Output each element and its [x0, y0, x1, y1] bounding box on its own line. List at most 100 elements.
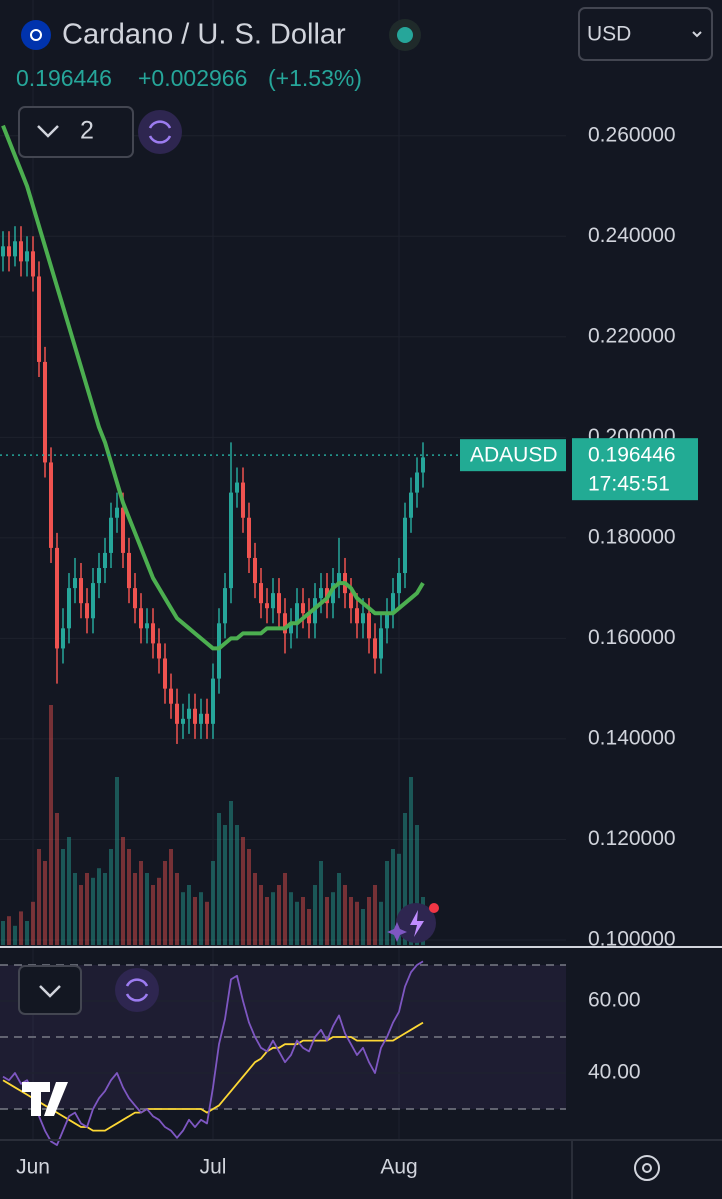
candle-body: [409, 492, 413, 518]
volume-bar: [367, 897, 371, 945]
candle-body: [235, 482, 239, 493]
candle-body: [127, 552, 131, 589]
candle-body: [379, 628, 383, 659]
rsi-tick-label: 60.00: [588, 989, 641, 1012]
coin-icon: [21, 20, 51, 50]
candle-body: [55, 547, 59, 649]
volume-bar: [409, 777, 413, 945]
volume-bar: [325, 897, 329, 945]
candle-body: [37, 276, 41, 362]
overlay: ADAUSD 0.196446 17:45:51: [0, 438, 698, 501]
settings-button[interactable]: [634, 1155, 660, 1181]
volume-bar: [73, 873, 77, 945]
assistant-badge: [429, 903, 439, 913]
candle-body: [301, 603, 305, 614]
candle-body: [97, 568, 101, 584]
candle-body: [151, 623, 155, 644]
volume-bar: [277, 885, 281, 945]
volume-bar: [121, 837, 125, 945]
volume-bar: [133, 873, 137, 945]
moving-average-line: [1, 124, 425, 651]
volume-bar: [31, 901, 35, 945]
volume-bar: [265, 897, 269, 945]
grid: [0, 0, 566, 1140]
candle-body: [187, 708, 191, 719]
candle-body: [49, 462, 53, 548]
candle-body: [349, 593, 353, 609]
rsi-ma-line: [2, 1021, 424, 1132]
volume-bar: [55, 813, 59, 945]
candle-body: [373, 638, 377, 659]
candle-body: [103, 552, 107, 569]
candle-body: [391, 593, 395, 614]
volume-bar: [229, 801, 233, 945]
candle-body: [307, 613, 311, 624]
volume-bar: [25, 921, 29, 945]
volume-bar: [301, 897, 305, 945]
rsi-toggle[interactable]: [18, 965, 82, 1015]
volume-bar: [283, 873, 287, 945]
volume-bar: [373, 885, 377, 945]
tv-logo: [22, 1082, 68, 1116]
candle-body: [259, 583, 263, 604]
volume-bar: [349, 897, 353, 945]
candle-body: [331, 583, 335, 604]
candle-body: [67, 588, 71, 629]
volume-bar: [313, 885, 317, 945]
x-tick-label: Jun: [16, 1156, 50, 1179]
price-tag-countdown: 17:45:51: [588, 473, 670, 496]
refresh-icon: [148, 120, 172, 144]
volume-bar: [157, 877, 161, 945]
rsi-refresh-icon: [125, 978, 149, 1002]
volume-bar: [337, 873, 341, 945]
volume-bar: [109, 849, 113, 945]
rsi-chevron: [39, 985, 61, 998]
volume-bar: [307, 909, 311, 945]
volume-bar: [103, 873, 107, 945]
volume-bar: [169, 849, 173, 945]
candle-body: [73, 578, 77, 589]
y-tick-label: 0.140000: [588, 726, 676, 749]
y-tick-label: 0.240000: [588, 224, 676, 247]
candle-body: [7, 246, 11, 257]
candle-body: [169, 688, 173, 704]
refresh-button[interactable]: [138, 110, 182, 154]
candle-body: [193, 708, 197, 724]
currency-label: USD: [587, 23, 631, 46]
price-tag-value: 0.196446: [588, 444, 676, 467]
candle-body: [13, 241, 17, 257]
candle-body: [415, 472, 419, 493]
volume-bar: [151, 885, 155, 945]
volume-bar: [235, 825, 239, 945]
y-tick-label: 0.180000: [588, 525, 676, 548]
volume-bar: [415, 825, 419, 945]
coin-icon-mark: [30, 29, 42, 41]
volume-bar: [223, 825, 227, 945]
volume-bar: [241, 837, 245, 945]
price-tag: [572, 438, 698, 501]
sparkle-icon: [387, 922, 407, 942]
rsi-refresh-button[interactable]: [115, 968, 159, 1012]
volume-bar: [19, 911, 23, 945]
volume-bar: [331, 892, 335, 945]
candle-body: [19, 241, 23, 262]
currency-chevron: [692, 31, 702, 38]
candle-body: [319, 588, 323, 599]
candle-body: [25, 251, 29, 262]
indicators-toggle[interactable]: [18, 106, 134, 158]
price-change: +0.002966: [138, 65, 247, 91]
volume-bar: [67, 837, 71, 945]
currency-select[interactable]: [578, 7, 713, 61]
candle-body: [397, 573, 401, 594]
volume-bar: [175, 873, 179, 945]
candle-body: [211, 678, 215, 724]
candle-body: [337, 573, 341, 584]
volume-bar: [7, 916, 11, 945]
volume-bar: [361, 909, 365, 945]
candle-body: [205, 713, 209, 724]
y-tick-label: 0.120000: [588, 827, 676, 850]
candle-body: [253, 557, 257, 584]
candle-body: [421, 457, 425, 473]
